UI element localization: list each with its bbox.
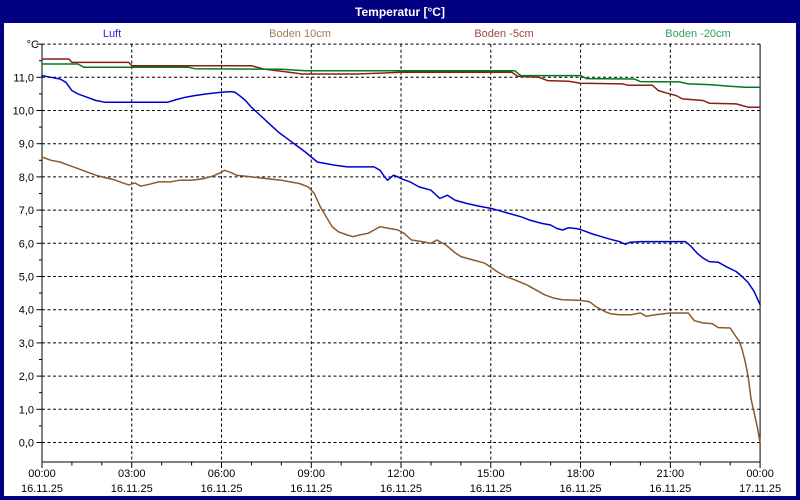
series-boden-10cm xyxy=(41,156,761,444)
legend-item-boden-20cm: Boden -20cm xyxy=(665,28,731,40)
y-tick-label-11: 11,0 xyxy=(13,72,34,84)
x-tick-time-21: 21:00 xyxy=(657,468,685,480)
x-tick-date-12: 16.11.25 xyxy=(380,483,422,495)
x-tick-date-6: 16.11.25 xyxy=(201,483,243,495)
y-tick-label-0: 0,0 xyxy=(19,438,34,450)
y-tick-label-6: 6,0 xyxy=(19,238,34,250)
series-boden-20cm xyxy=(41,63,761,89)
x-tick-time-24: 00:00 xyxy=(746,468,774,480)
x-tick-date-9: 16.11.25 xyxy=(290,483,332,495)
y-tick-label-3: 3,0 xyxy=(19,338,34,350)
x-tick-date-24: 17.11.25 xyxy=(739,483,781,495)
y-tick-label-7: 7,0 xyxy=(19,205,34,217)
x-tick-time-12: 12:00 xyxy=(387,468,415,480)
x-tick-time-6: 06:00 xyxy=(208,468,236,480)
x-tick-date-15: 16.11.25 xyxy=(470,483,512,495)
x-tick-date-0: 16.11.25 xyxy=(21,483,63,495)
x-tick-date-3: 16.11.25 xyxy=(111,483,153,495)
x-tick-time-15: 15:00 xyxy=(477,468,505,480)
x-tick-time-18: 18:00 xyxy=(567,468,595,480)
chart-title: Temperatur [°C] xyxy=(355,4,445,19)
y-tick-label-4: 4,0 xyxy=(19,305,34,317)
legend-item-boden-10cm: Boden 10cm xyxy=(269,28,331,40)
x-tick-time-9: 09:00 xyxy=(298,468,326,480)
chart-title-bar: Temperatur [°C] xyxy=(0,0,800,23)
x-tick-time-3: 03:00 xyxy=(118,468,146,480)
x-tick-date-21: 16.11.25 xyxy=(649,483,691,495)
y-tick-label-2: 2,0 xyxy=(19,371,34,383)
x-tick-date-18: 16.11.25 xyxy=(560,483,602,495)
series-luft xyxy=(41,74,761,306)
y-tick-label-1: 1,0 xyxy=(19,404,34,416)
x-tick-time-0: 00:00 xyxy=(28,468,56,480)
series-boden-5cm xyxy=(41,58,761,108)
legend-item-boden-5cm: Boden -5cm xyxy=(474,28,534,40)
y-tick-label-8: 8,0 xyxy=(19,172,34,184)
legend-item-luft: Luft xyxy=(102,28,122,40)
y-tick-label-9: 9,0 xyxy=(19,139,34,151)
y-tick-label-5: 5,0 xyxy=(19,272,34,284)
y-tick-label-10: 10,0 xyxy=(13,106,34,118)
y-axis-unit: °C xyxy=(27,39,39,51)
